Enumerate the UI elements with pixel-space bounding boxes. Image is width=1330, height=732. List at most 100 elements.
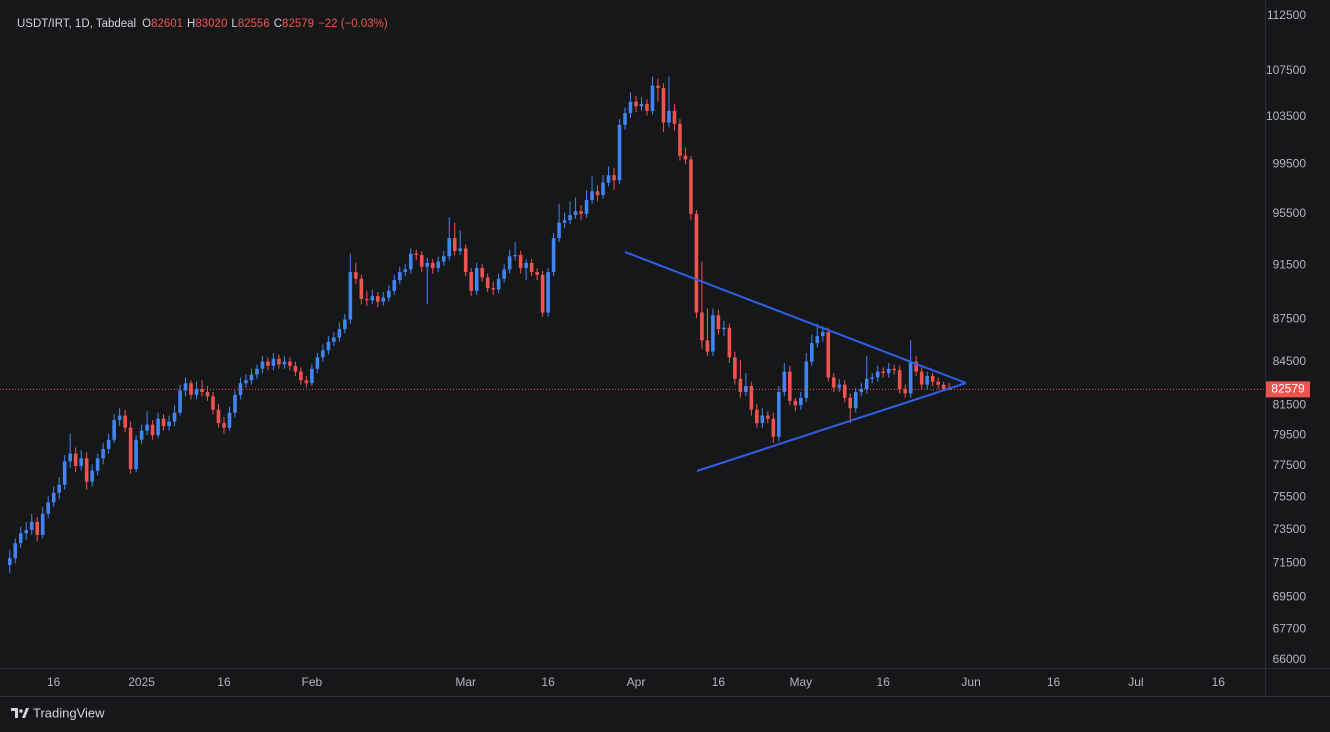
- candle-body: [326, 341, 331, 351]
- candle-body: [760, 415, 765, 424]
- x-tick-label: May: [789, 675, 812, 689]
- candle-body: [134, 439, 138, 470]
- candle-body: [161, 418, 166, 427]
- candle-body: [299, 371, 303, 381]
- candle-body: [211, 396, 215, 410]
- trendline-lower: [696, 382, 967, 472]
- candle-body: [408, 253, 413, 270]
- candle-body: [634, 101, 638, 107]
- candle-body: [826, 331, 831, 378]
- candle-body: [95, 458, 100, 471]
- candle-body: [546, 272, 550, 313]
- symbol: USDT/IRT, 1D, Tabdeal: [17, 18, 136, 30]
- y-tick-label: 99500: [1273, 156, 1307, 170]
- y-tick-label: 112500: [1267, 8, 1306, 22]
- y-tick-label: 87500: [1273, 312, 1307, 326]
- candle-body: [689, 159, 693, 214]
- y-tick-label: 71500: [1273, 555, 1307, 569]
- candle-body: [271, 358, 276, 366]
- candle-body: [29, 521, 34, 530]
- candle-body: [672, 110, 677, 124]
- x-tick-label: 16: [217, 675, 231, 689]
- field-label: H: [187, 18, 195, 30]
- candle-body: [436, 261, 441, 269]
- candle-body: [397, 272, 402, 281]
- field-value: 82579: [282, 18, 314, 30]
- candle-body: [458, 248, 463, 252]
- candle-body: [606, 175, 611, 183]
- candle-body: [678, 123, 682, 156]
- candle-body: [661, 87, 666, 123]
- candle-body: [485, 277, 490, 289]
- candle-body: [744, 386, 748, 392]
- candle-body: [123, 415, 127, 428]
- candle-body: [84, 458, 89, 482]
- candle-body: [886, 368, 891, 374]
- candle-body: [529, 262, 534, 273]
- candle-body: [617, 124, 622, 181]
- candle-body: [491, 288, 495, 290]
- candle-body: [260, 361, 265, 369]
- candle-body: [222, 423, 226, 428]
- candle-body: [216, 409, 221, 424]
- candle-body: [518, 254, 523, 269]
- candle-body: [930, 375, 935, 382]
- candle-body: [623, 113, 627, 125]
- candle-body: [870, 377, 875, 379]
- candle-body: [282, 361, 287, 365]
- candle-body: [474, 268, 479, 291]
- candle-body: [139, 430, 144, 440]
- brand: TradingView: [33, 705, 105, 720]
- candle-body: [90, 470, 94, 482]
- candle-body: [117, 415, 122, 421]
- candle-body: [639, 103, 644, 107]
- candle-body: [766, 415, 770, 419]
- candle-body: [897, 370, 902, 390]
- brand-logo: [11, 708, 29, 718]
- candle-body: [463, 248, 468, 273]
- candle-body: [337, 329, 342, 338]
- candle-body: [167, 421, 171, 427]
- candle-body: [919, 371, 924, 385]
- y-tick-label: 67700: [1273, 621, 1307, 635]
- x-tick-label: 16: [541, 675, 555, 689]
- candle-body: [189, 383, 193, 395]
- candle-body: [941, 384, 946, 390]
- candle-body: [755, 409, 759, 424]
- candle-body: [777, 391, 781, 437]
- y-tick-label: 95500: [1273, 206, 1307, 220]
- candle-body: [612, 175, 616, 181]
- candle-body: [601, 182, 605, 196]
- field-value: 82601: [151, 18, 183, 30]
- candle-body: [557, 222, 561, 239]
- candle-body: [51, 492, 56, 503]
- x-tick-label: Jul: [1128, 675, 1143, 689]
- candle-body: [178, 390, 182, 413]
- candle-body: [425, 262, 430, 267]
- field-value: 83020: [195, 18, 227, 30]
- candle-body: [293, 365, 298, 372]
- y-tick-label: 84500: [1273, 354, 1307, 368]
- candle-body: [502, 269, 506, 279]
- candle-body: [700, 312, 704, 341]
- candle-body: [277, 358, 281, 365]
- y-tick-label: 73500: [1273, 522, 1307, 536]
- candle-body: [562, 220, 567, 223]
- last-price-tag: [1266, 381, 1310, 398]
- candle-body: [628, 101, 633, 114]
- candle-body: [496, 278, 501, 290]
- candle-body: [18, 533, 23, 544]
- candle-body: [727, 327, 732, 358]
- trendline-upper: [624, 251, 967, 384]
- candle-body: [419, 254, 424, 267]
- candle-body: [249, 374, 254, 381]
- candle-body: [809, 343, 814, 362]
- candle-body: [386, 290, 391, 298]
- candle-body: [579, 211, 583, 214]
- candle-body: [68, 453, 72, 462]
- candle-body: [332, 337, 336, 342]
- candle-body: [568, 215, 572, 221]
- candle-body: [650, 85, 655, 111]
- candle-body: [815, 336, 820, 344]
